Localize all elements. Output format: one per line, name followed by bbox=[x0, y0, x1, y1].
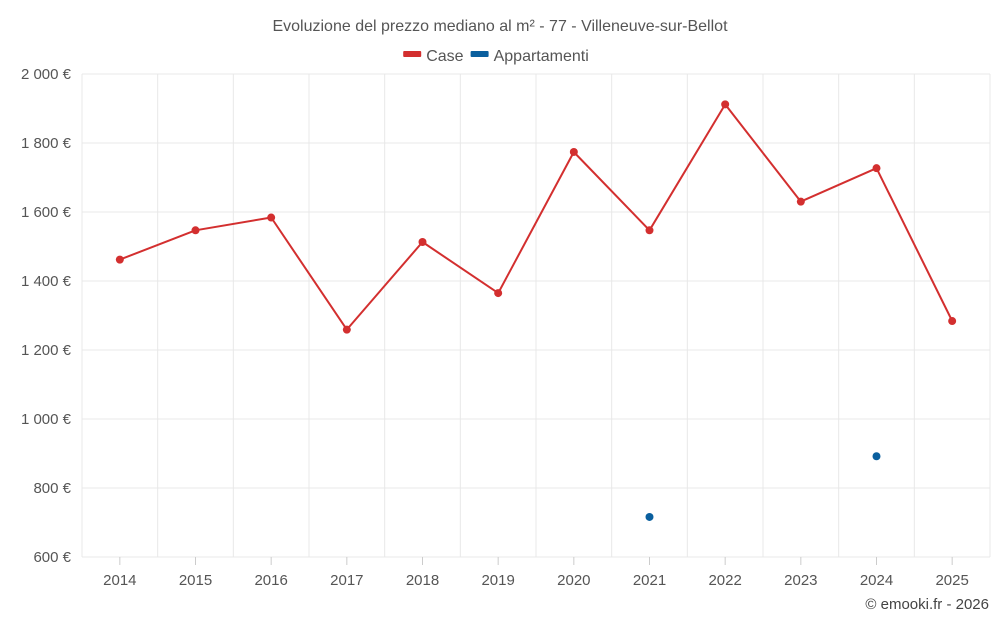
chart-title: Evoluzione del prezzo mediano al m² - 77… bbox=[272, 18, 728, 35]
y-tick-label: 800 € bbox=[33, 480, 71, 497]
series-appartamenti bbox=[645, 452, 881, 521]
data-point[interactable] bbox=[645, 226, 654, 235]
data-point[interactable] bbox=[191, 226, 200, 235]
data-point[interactable] bbox=[494, 289, 503, 298]
legend-item-case[interactable]: Case bbox=[403, 48, 464, 65]
credit: © emooki.fr - 2026 bbox=[865, 596, 989, 613]
y-tick-label: 2 000 € bbox=[21, 66, 72, 83]
y-tick-label: 1 800 € bbox=[21, 135, 72, 152]
data-point[interactable] bbox=[115, 255, 124, 264]
x-tick-label: 2023 bbox=[784, 572, 817, 589]
x-tick-label: 2016 bbox=[254, 572, 287, 589]
y-tick-label: 1 000 € bbox=[21, 411, 72, 428]
legend: Case Appartamenti bbox=[403, 48, 589, 65]
data-point[interactable] bbox=[948, 317, 957, 326]
data-point[interactable] bbox=[418, 238, 427, 247]
x-tick-label: 2022 bbox=[708, 572, 741, 589]
x-tick-label: 2020 bbox=[557, 572, 590, 589]
x-tick-label: 2025 bbox=[935, 572, 968, 589]
series-case bbox=[115, 100, 957, 334]
legend-label: Appartamenti bbox=[494, 48, 589, 65]
data-point[interactable] bbox=[721, 100, 730, 109]
data-point[interactable] bbox=[645, 512, 654, 521]
y-tick-label: 1 600 € bbox=[21, 204, 72, 221]
y-tick-label: 1 200 € bbox=[21, 342, 72, 359]
x-tick-label: 2021 bbox=[633, 572, 666, 589]
legend-label: Case bbox=[426, 48, 463, 65]
data-point[interactable] bbox=[796, 197, 805, 206]
data-point[interactable] bbox=[872, 164, 881, 173]
legend-swatch bbox=[403, 51, 422, 57]
data-point[interactable] bbox=[872, 452, 881, 461]
y-tick-label: 1 400 € bbox=[21, 273, 72, 290]
grid bbox=[81, 73, 991, 558]
y-tick-label: 600 € bbox=[33, 549, 71, 566]
x-tick-label: 2015 bbox=[179, 572, 212, 589]
x-tick-label: 2017 bbox=[330, 572, 363, 589]
x-tick-label: 2018 bbox=[406, 572, 439, 589]
y-axis: 600 € 800 € 1 000 € 1 200 € 1 400 € 1 600 € 1 … bbox=[21, 66, 72, 566]
data-point[interactable] bbox=[569, 147, 578, 156]
x-tick-label: 2024 bbox=[860, 572, 893, 589]
legend-swatch bbox=[470, 51, 489, 57]
data-point[interactable] bbox=[342, 325, 351, 334]
x-tick-label: 2019 bbox=[481, 572, 514, 589]
x-axis: 2014 2015 2016 2017 2018 2019 2020 2021 2022 2023… bbox=[103, 557, 969, 589]
legend-item-appartamenti[interactable]: Appartamenti bbox=[470, 48, 589, 65]
series-line bbox=[119, 103, 954, 331]
series-layer bbox=[115, 100, 957, 521]
data-point[interactable] bbox=[267, 213, 276, 222]
x-tick-label: 2014 bbox=[103, 572, 136, 589]
